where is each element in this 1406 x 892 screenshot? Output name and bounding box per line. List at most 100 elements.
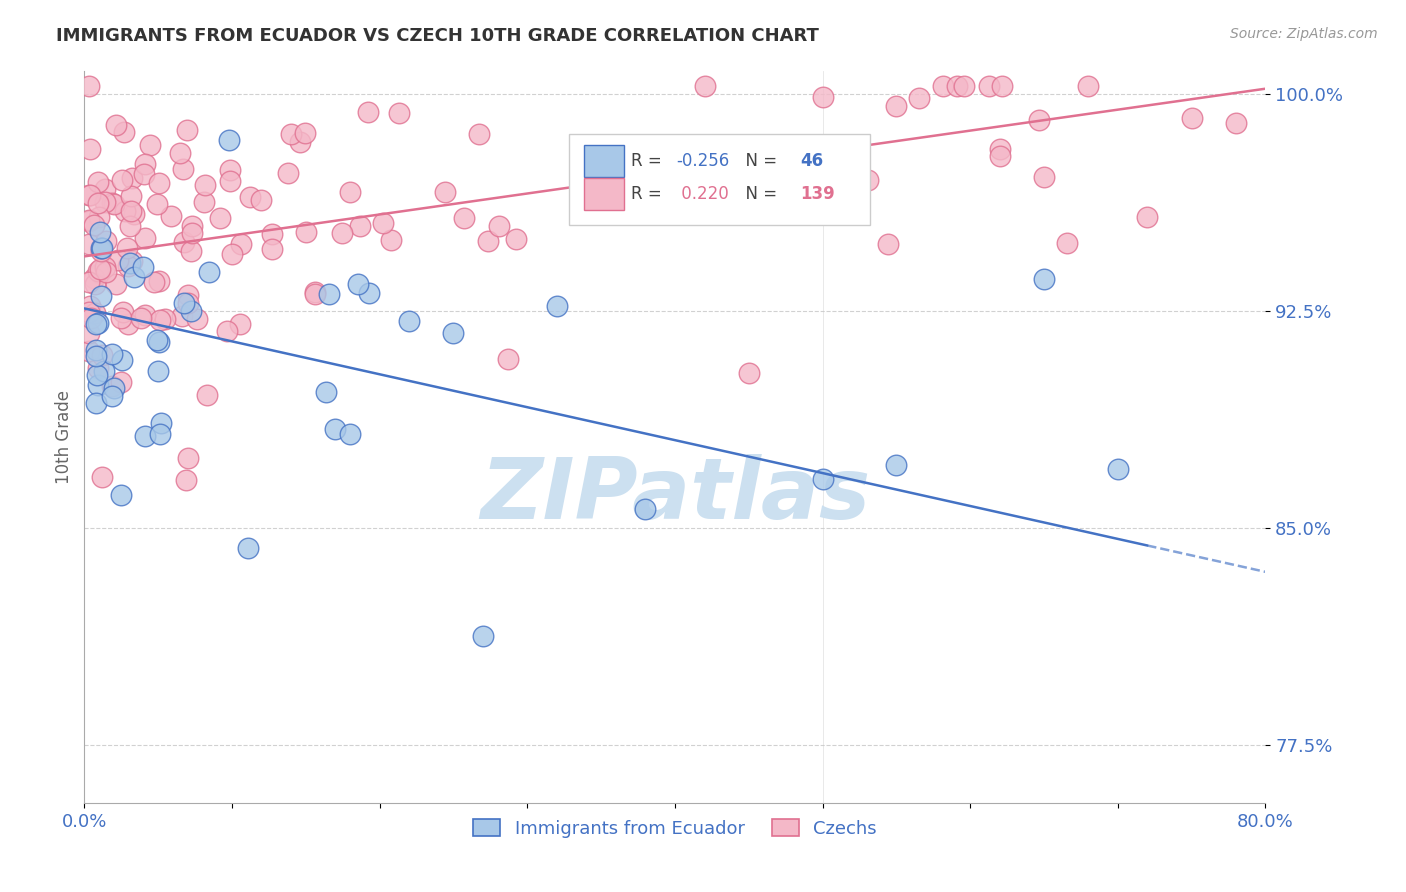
Point: [181, 226, 204, 240]
Point: [110, 376, 132, 390]
Point: [693, 78, 716, 93]
Point: [304, 287, 326, 301]
Point: [1225, 116, 1247, 130]
Point: [103, 197, 125, 211]
Point: [886, 99, 908, 113]
Point: [1028, 112, 1050, 127]
Point: [215, 324, 238, 338]
Point: [148, 274, 170, 288]
Point: [87, 361, 110, 376]
Point: [1181, 111, 1204, 125]
Point: [796, 190, 818, 204]
Point: [229, 236, 252, 251]
Point: [398, 313, 420, 327]
Point: [931, 78, 953, 93]
Point: [134, 167, 156, 181]
Point: [143, 275, 166, 289]
Text: Source: ZipAtlas.com: Source: ZipAtlas.com: [1230, 27, 1378, 41]
Point: [117, 241, 139, 255]
Point: [90, 469, 112, 483]
Point: [208, 211, 231, 225]
Point: [132, 260, 155, 274]
Point: [198, 265, 221, 279]
Point: [1107, 461, 1129, 475]
Point: [79, 187, 101, 202]
Point: [104, 118, 127, 132]
Point: [169, 145, 191, 160]
Point: [104, 277, 127, 291]
Point: [325, 422, 347, 436]
Point: [146, 333, 169, 347]
Point: [811, 90, 834, 104]
Text: N =: N =: [735, 152, 783, 169]
Point: [1077, 78, 1099, 93]
Point: [120, 189, 142, 203]
Point: [79, 142, 101, 156]
Point: [77, 275, 100, 289]
Point: [1033, 170, 1056, 185]
Point: [101, 379, 124, 393]
Point: [94, 194, 117, 209]
Text: ZIPatlas: ZIPatlas: [479, 454, 870, 537]
Point: [145, 197, 167, 211]
Point: [177, 296, 200, 310]
Point: [155, 312, 177, 326]
Point: [77, 237, 100, 252]
Point: [77, 213, 100, 227]
Point: [221, 247, 243, 261]
Point: [121, 170, 143, 185]
Point: [186, 311, 208, 326]
Point: [79, 299, 101, 313]
Point: [93, 364, 115, 378]
FancyBboxPatch shape: [583, 145, 624, 177]
Point: [260, 242, 283, 256]
Point: [101, 196, 124, 211]
Point: [194, 178, 217, 193]
Point: [134, 231, 156, 245]
Point: [339, 186, 361, 200]
Point: [176, 123, 198, 137]
Point: [90, 289, 112, 303]
Point: [77, 343, 100, 358]
Point: [101, 346, 124, 360]
Point: [180, 304, 202, 318]
Point: [876, 237, 898, 252]
Point: [388, 106, 411, 120]
Point: [110, 311, 132, 326]
Point: [94, 260, 117, 275]
Point: [87, 316, 110, 330]
Point: [988, 142, 1011, 156]
Point: [634, 501, 657, 516]
Point: [89, 211, 111, 225]
Point: [180, 219, 202, 233]
Point: [89, 262, 111, 277]
Point: [588, 207, 610, 221]
Point: [84, 277, 107, 291]
Point: [236, 541, 259, 555]
Text: R =: R =: [631, 152, 668, 169]
Point: [96, 234, 118, 248]
Point: [111, 304, 134, 318]
Point: [193, 194, 215, 209]
Point: [505, 232, 527, 246]
Point: [357, 285, 380, 300]
Text: R =: R =: [631, 186, 668, 203]
Point: [294, 225, 316, 239]
Point: [304, 285, 326, 300]
Point: [347, 277, 370, 292]
Point: [89, 266, 111, 280]
Point: [120, 204, 142, 219]
Point: [979, 78, 1001, 93]
Point: [318, 287, 340, 301]
Point: [488, 219, 510, 233]
Point: [84, 349, 107, 363]
Point: [87, 378, 110, 392]
Point: [477, 234, 499, 248]
Point: [229, 317, 252, 331]
Point: [129, 310, 152, 325]
Point: [468, 127, 491, 141]
Point: [260, 227, 283, 242]
Point: [84, 395, 107, 409]
Point: [80, 310, 103, 325]
Point: [434, 185, 457, 199]
